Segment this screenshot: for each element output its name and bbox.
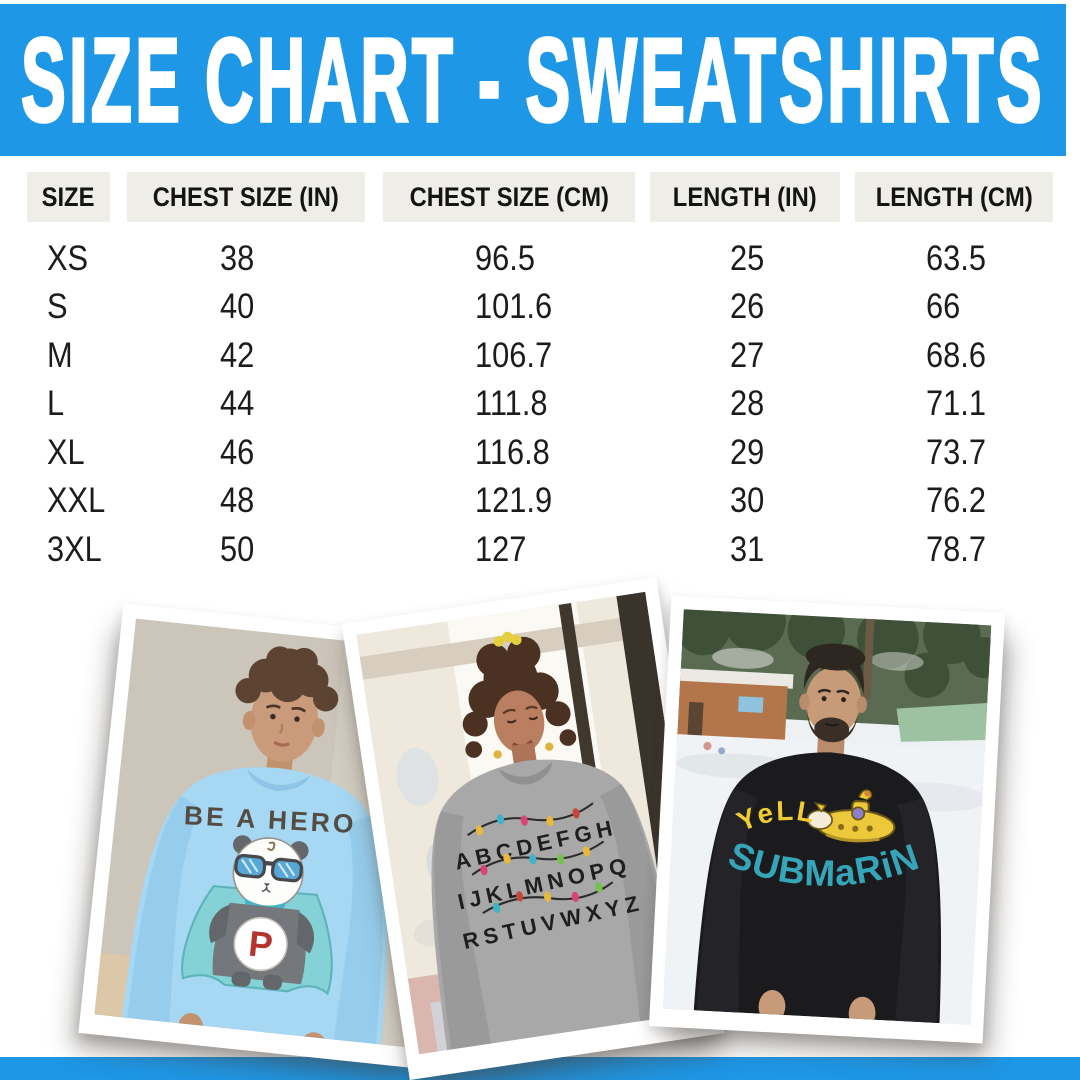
chest-in-cell: 50 bbox=[220, 530, 255, 569]
blurred-pole bbox=[862, 609, 876, 699]
gray-sweatshirt-illustration: ABCDEFGH IJKLMNOPQ bbox=[356, 591, 708, 1055]
size-cell: XXL bbox=[47, 481, 106, 520]
photo-gray-sweatshirt-image: ABCDEFGH IJKLMNOPQ bbox=[356, 591, 708, 1055]
length-in-cell: 28 bbox=[730, 384, 765, 423]
green-roof-awning bbox=[896, 703, 988, 742]
curly-hair bbox=[235, 646, 339, 712]
light-bulbs-row1 bbox=[475, 808, 580, 836]
column-header-label: SIZE bbox=[42, 181, 95, 212]
size-cell: XL bbox=[47, 433, 85, 472]
light-bulbs-row2 bbox=[480, 846, 591, 876]
length-cm-cell: 71.1 bbox=[926, 384, 986, 423]
light-bulbs-row3 bbox=[492, 882, 603, 914]
photo-gray-sweatshirt: ABCDEFGH IJKLMNOPQ bbox=[341, 577, 725, 1080]
chest-in-cell: 44 bbox=[220, 384, 255, 423]
length-in-cell: 30 bbox=[730, 481, 765, 520]
female-model-curly-updo bbox=[462, 631, 577, 769]
size-cell: L bbox=[47, 384, 65, 423]
length-in-cell: 29 bbox=[730, 433, 765, 472]
gray-heather-sweatshirt bbox=[431, 759, 686, 1055]
column-header-label: CHEST SIZE (CM) bbox=[409, 181, 609, 212]
header-banner: SIZE CHART - SWEATSHIRTS bbox=[0, 4, 1066, 156]
size-cell: 3XL bbox=[47, 530, 102, 569]
blurred-building bbox=[676, 680, 788, 746]
length-cm-cell: 63.5 bbox=[926, 239, 986, 278]
column-header-length-in: LENGTH (IN) bbox=[650, 172, 840, 222]
photo-black-sweatshirt: YeLLOW SUBMaRiNe bbox=[648, 595, 1006, 1044]
submarine-illustration bbox=[806, 789, 896, 843]
page-title: SIZE CHART - SWEATSHIRTS bbox=[20, 11, 1045, 148]
panda-monogram: P bbox=[247, 924, 275, 966]
chest-cm-cell: 127 bbox=[475, 530, 527, 569]
length-in-cell: 31 bbox=[730, 530, 765, 569]
chest-in-cell: 42 bbox=[220, 336, 255, 375]
column-header-label: LENGTH (IN) bbox=[673, 181, 817, 212]
length-cm-cell: 76.2 bbox=[926, 481, 986, 520]
length-cm-cell: 68.6 bbox=[926, 336, 986, 375]
chest-in-cell: 46 bbox=[220, 433, 255, 472]
footer-bar bbox=[0, 1057, 1080, 1080]
column-header-chest-in: CHEST SIZE (IN) bbox=[127, 172, 365, 222]
male-model-beard bbox=[799, 643, 867, 756]
column-header-label: CHEST SIZE (IN) bbox=[152, 181, 340, 212]
length-cm-cell: 66 bbox=[926, 287, 961, 326]
column-header-length-cm: LENGTH (CM) bbox=[855, 172, 1053, 222]
size-cell: XS bbox=[47, 239, 89, 278]
size-cell: M bbox=[47, 336, 73, 375]
chest-cm-cell: 121.9 bbox=[475, 481, 553, 520]
length-in-cell: 26 bbox=[730, 287, 765, 326]
length-in-cell: 25 bbox=[730, 239, 765, 278]
panda-sunglasses bbox=[234, 853, 303, 883]
chest-in-cell: 38 bbox=[220, 239, 255, 278]
chest-cm-cell: 111.8 bbox=[475, 384, 548, 423]
black-sweatshirt-illustration: YeLLOW SUBMaRiNe bbox=[662, 609, 992, 1025]
length-cm-cell: 78.7 bbox=[926, 530, 986, 569]
chest-in-cell: 48 bbox=[220, 481, 255, 520]
photo-black-sweatshirt-image: YeLLOW SUBMaRiNe bbox=[662, 609, 992, 1025]
length-cm-cell: 73.7 bbox=[926, 433, 986, 472]
be-a-hero-panda-graphic: BE A HERO bbox=[181, 800, 357, 996]
column-header-chest-cm: CHEST SIZE (CM) bbox=[383, 172, 635, 222]
chest-cm-cell: 116.8 bbox=[475, 433, 550, 472]
chest-cm-cell: 96.5 bbox=[475, 239, 535, 278]
chest-cm-cell: 101.6 bbox=[475, 287, 553, 326]
length-in-cell: 27 bbox=[730, 336, 765, 375]
chest-in-cell: 40 bbox=[220, 287, 255, 326]
chest-cm-cell: 106.7 bbox=[475, 336, 553, 375]
column-header-size: SIZE bbox=[27, 172, 110, 222]
size-cell: S bbox=[47, 287, 68, 326]
yellow-scrunchie bbox=[493, 631, 522, 647]
column-header-label: LENGTH (CM) bbox=[875, 181, 1033, 212]
